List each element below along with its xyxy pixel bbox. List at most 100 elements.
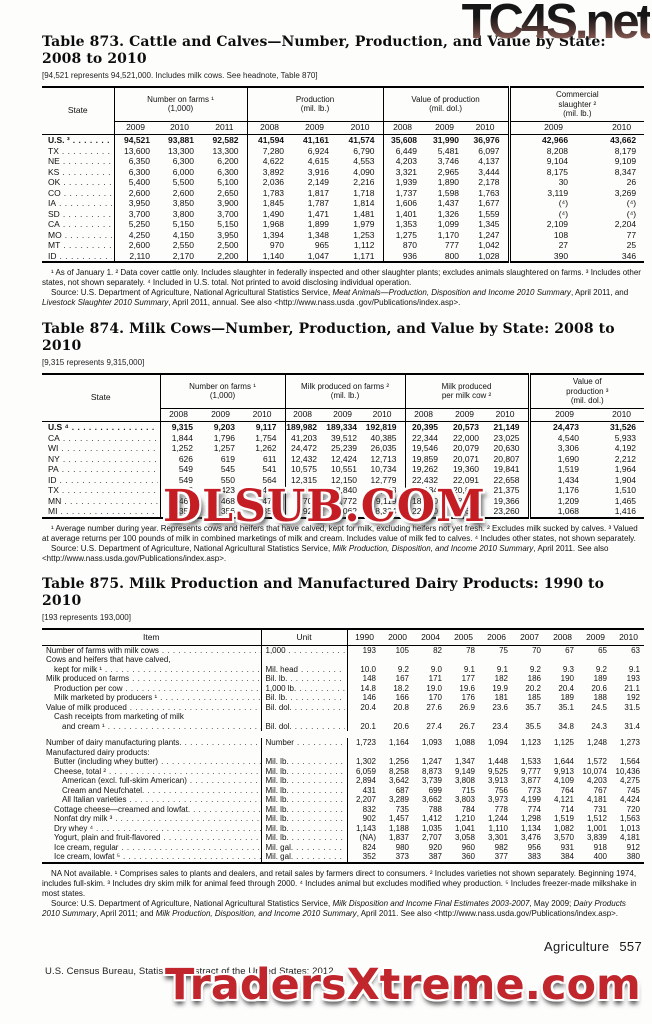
value-cell: 3,306 [527,443,588,454]
row-label: Cash receipts from marketing of milk and … [42,712,261,731]
dot-leader [132,674,260,684]
value-cell: 982 [494,842,508,852]
row-label: MN [42,496,160,507]
value-cell: 1,690 [527,453,588,464]
row-label: NY [42,454,160,465]
unit-cell: Mil. lb. [260,757,347,767]
value-cell: 12,424 [331,453,358,464]
table-row: Value of milk producedBil. dol.20.4 20.8 2… [42,702,644,712]
value-cell: 1,256 [388,757,409,766]
milk-cows-table: State Number on farms ¹ (1,000) Milk produ… [42,373,645,519]
value-cell: 800 [444,250,460,261]
value-cell [578,748,611,758]
value-cell: 19,546 [404,443,447,454]
table875-section: Table 875. Milk Production and Manufactu… [42,576,644,919]
value-cell: 193 [346,645,380,655]
watermark-tc4s: TC4S.net [461,0,652,49]
value-cell: 2,212 [614,453,637,464]
value-cell: 1,068 [527,506,588,518]
dot-leader [123,852,260,862]
value-cell: 1,718 [353,187,375,198]
dot-leader [63,177,111,188]
value-cell: 182 [494,674,508,683]
value-cell: 92,582 [202,134,248,146]
table-row: MT2,600 2,550 2,500 970 965 1,112 870 777 1,042 2… [42,240,644,251]
row-label: Manufactured dairy products: [46,747,150,757]
year-header: 2004 [413,628,446,646]
value-cell: 1,110 [488,823,508,833]
value-cell: 1,787 [307,198,330,208]
value-cell: 192 [626,693,640,702]
value-cell: 1,275 [382,229,426,240]
value-cell: 3,301 [487,833,508,842]
value-cell: 1,465 [614,495,637,506]
table875-headnote: [193 represents 193,000] [42,612,131,622]
dot-leader [63,156,112,167]
value-cell: 9,109 [614,156,637,166]
value-cell: 41,161 [292,134,338,146]
value-cell: 390 [507,250,577,262]
value-cell: (⁴) [507,208,577,219]
value-cell: 1,253 [353,229,375,240]
value-cell [512,748,545,758]
row-label: MI [42,506,160,518]
value-cell: 1,817 [307,187,330,198]
page-footer: Agriculture 557 [42,939,644,954]
value-cell: 357 [262,506,277,516]
year-header: 2008 [284,407,326,422]
table-row: Ice cream, lowfat ⁵Mil. gal.352 373 387 360… [42,852,644,863]
value-cell: 731 [593,804,607,814]
value-cell: 20,071 [453,453,480,464]
value-cell: 1,490 [246,208,293,219]
year-header: 2009 [325,407,366,422]
value-cell: 4,250 [113,229,158,240]
table-row: Number of dairy manufacturing plants.Num… [42,738,644,748]
value-cell: 13,600 [113,145,158,156]
dot-leader [292,757,345,767]
value-cell: 5,250 [113,219,158,230]
table-row: Cash receipts from marketing of milk and … [42,712,644,731]
value-cell: 1,519 [553,814,574,823]
value-cell: 148 [346,674,380,684]
value-cell: 186 [527,674,541,683]
table-row: IA3,950 3,850 3,900 1,845 1,787 1,814 1,606 1,4… [42,198,644,209]
value-cell [380,748,413,758]
value-cell: 1,964 [614,464,637,474]
value-cell: 970 [246,240,293,251]
value-cell: 4,622 [246,156,293,167]
value-cell: 167 [395,674,409,683]
value-cell: 1,754 [255,432,277,443]
unit-cell: Bil. lb. [260,674,347,684]
dot-leader [65,230,112,241]
value-cell [346,747,380,757]
value-cell: 352 [346,852,380,863]
section-label: Agriculture [543,938,610,954]
table875-footnotes: NA Not available. ¹ Comprises sales to p… [42,868,637,898]
value-cell: 25 [626,240,637,250]
value-cell: 2,600 [172,187,194,198]
unit-cell: Mil. head [260,655,347,674]
table-row: NE6,350 6,300 6,200 4,622 4,615 4,553 4,203 3,7… [42,156,644,167]
value-cell: 756 [494,785,508,795]
value-cell: 2,178 [478,177,500,187]
value-cell: 1,723 [346,738,380,748]
value-cell: 8,347 [614,166,637,177]
value-cell: 18.2 [393,683,409,693]
value-cell: 13,300 [168,145,194,156]
year-header: 2009 [527,407,588,422]
table875-title: Table 875. Milk Production and Manufactu… [42,575,605,609]
table-row: NY626 619 611 12,432 12,424 12,713 19,859 20,07… [42,453,644,465]
value-cell: 23.6 [492,702,508,712]
value-cell: 1,125 [553,738,574,747]
value-cell: 9,149 [454,766,475,776]
table873-headnote: [94,521 represents 94,521,000. Includes … [42,71,318,80]
table-row: MN465 468 471 8,705 8,772 9,119 18,720 18,730 19… [42,495,644,507]
table873-title-line2: 2008 to 2010 [42,51,147,67]
table-row: CO2,6002,6002,6501,7831,8171,7181,7371,5… [42,187,644,198]
dot-leader [63,219,112,230]
dot-leader [292,814,345,824]
table-row: MO4,250 4,150 3,950 1,394 1,348 1,253 1,275 1,1… [42,229,644,241]
value-cell: 24.5 [591,702,607,712]
value-cell: 6,300 [217,166,239,177]
column-group-header: Milk produced on farms ² (mil. lb.) [284,374,406,408]
